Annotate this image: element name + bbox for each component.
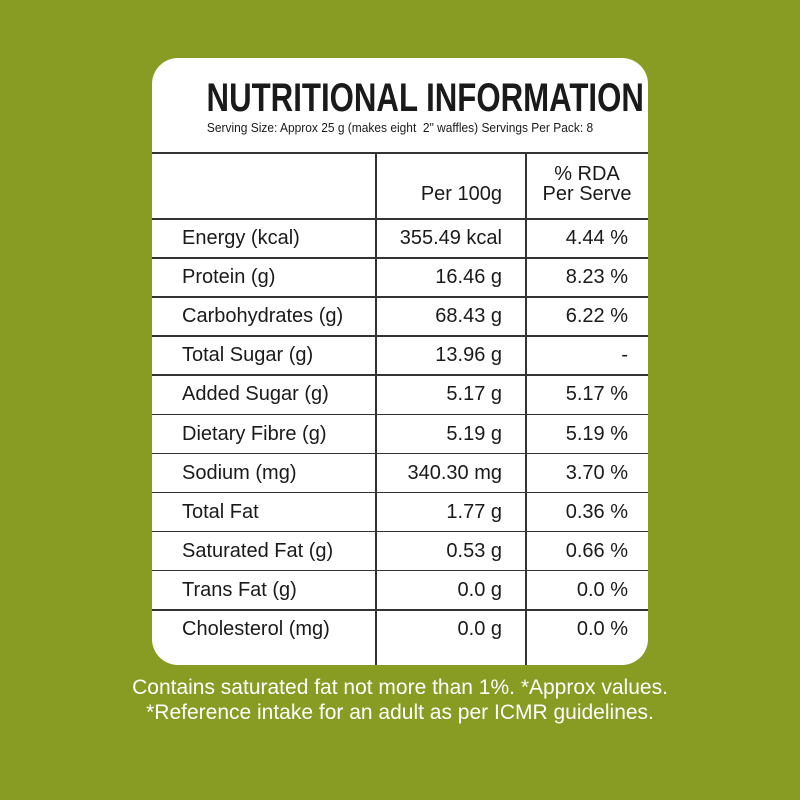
per-100g-value: 355.49 kcal xyxy=(399,227,502,249)
rule xyxy=(152,335,648,337)
rule xyxy=(152,530,648,533)
per-100g-value: 5.17 g xyxy=(446,383,502,406)
column-rule xyxy=(375,152,377,665)
per-100g-value: 5.19 g xyxy=(446,422,502,445)
nutrient-name: Total Sugar (g) xyxy=(182,344,314,367)
label-card: NUTRITIONAL INFORMATION Serving Size: Ap… xyxy=(152,58,648,665)
rda-value: 5.19 % xyxy=(565,422,628,445)
rule xyxy=(152,569,648,572)
rda-value: 0.36 % xyxy=(565,500,628,523)
nutrient-name: Sodium (mg) xyxy=(182,461,297,484)
rda-value: 0.0 % xyxy=(576,578,628,601)
column-header: Per 100g xyxy=(420,183,502,205)
rule xyxy=(152,152,648,154)
rda-value: - xyxy=(621,344,628,367)
rda-value: 4.44 % xyxy=(565,227,628,249)
rda-value: 3.70 % xyxy=(565,461,628,484)
column-rule xyxy=(525,152,527,665)
per-100g-value: 1.77 g xyxy=(446,500,502,523)
rule xyxy=(152,374,648,376)
rda-value: 6.22 % xyxy=(565,305,628,328)
nutrient-name: Protein (g) xyxy=(182,266,276,289)
rule xyxy=(152,257,648,259)
per-100g-value: 16.46 g xyxy=(435,266,502,289)
title: NUTRITIONAL INFORMATION xyxy=(206,76,644,120)
rda-value: 5.17 % xyxy=(565,383,628,406)
footer-line: *Reference intake for an adult as per IC… xyxy=(146,701,654,724)
per-100g-value: 0.0 g xyxy=(457,578,502,601)
per-100g-value: 0.0 g xyxy=(457,618,502,640)
per-100g-value: 68.43 g xyxy=(435,305,502,328)
nutrient-name: Added Sugar (g) xyxy=(182,383,329,406)
column-header: % RDA xyxy=(554,163,620,185)
per-100g-value: 0.53 g xyxy=(446,539,502,562)
rda-value: 0.66 % xyxy=(565,539,628,562)
rda-value: 8.23 % xyxy=(565,266,628,289)
nutrient-name: Cholesterol (mg) xyxy=(182,618,330,640)
rule xyxy=(152,218,648,220)
nutrient-name: Saturated Fat (g) xyxy=(182,539,334,562)
nutrient-name: Dietary Fibre (g) xyxy=(182,422,327,445)
rule xyxy=(152,296,648,298)
nutrient-name: Trans Fat (g) xyxy=(182,578,297,601)
nutrient-name: Carbohydrates (g) xyxy=(182,305,344,328)
rule xyxy=(152,609,648,611)
rule xyxy=(152,452,648,455)
rda-value: 0.0 % xyxy=(576,618,628,640)
footer-line: Contains saturated fat not more than 1%.… xyxy=(132,676,668,699)
rule xyxy=(152,413,648,415)
column-header: Per Serve xyxy=(542,183,632,205)
per-100g-value: 13.96 g xyxy=(435,344,502,367)
per-100g-value: 340.30 mg xyxy=(407,461,502,484)
subtitle: Serving Size: Approx 25 g (makes eight 2… xyxy=(206,120,594,135)
nutrient-name: Energy (kcal) xyxy=(182,227,300,249)
rule xyxy=(152,491,648,494)
nutrient-name: Total Fat xyxy=(182,500,259,523)
